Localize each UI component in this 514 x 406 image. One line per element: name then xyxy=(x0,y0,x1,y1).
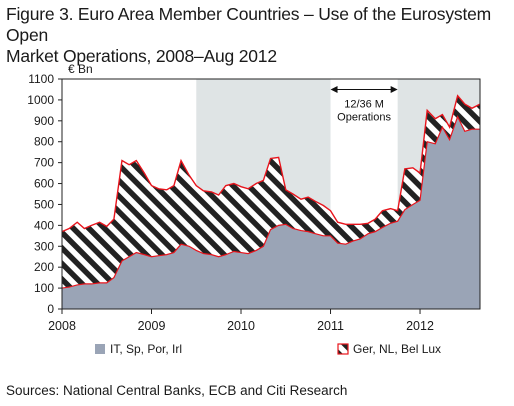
y-tick-label-1100: 1100 xyxy=(28,72,54,86)
x-tick-label-2010: 2010 xyxy=(227,319,255,333)
y-tick-label-100: 100 xyxy=(34,281,54,295)
area-chart: 0 100 200 300 400 500 600 700 800 900 1000 1100 € Bn… xyxy=(27,62,481,356)
annotation-arrow-right-head xyxy=(390,85,398,93)
series-boundary-line xyxy=(61,115,480,289)
y-tick-label-300: 300 xyxy=(34,239,54,253)
x-tick-label-2011: 2011 xyxy=(317,319,344,333)
y-tick-label-900: 900 xyxy=(34,114,54,128)
y-axis-label: € Bn xyxy=(68,62,93,76)
annotation-text-line-2: Operations xyxy=(337,111,391,123)
y-tick-label-800: 800 xyxy=(34,135,54,149)
y-tick-label-700: 700 xyxy=(34,156,54,170)
legend-swatch-ger-nl-bel-lux xyxy=(337,343,349,355)
plot-area: 0 100 200 300 400 500 600 700 800 900 1000 1100 € Bn… xyxy=(27,62,481,356)
series-it-sp-por-irl-area xyxy=(62,116,480,310)
y-tick-label-500: 500 xyxy=(34,197,54,211)
figure-title-line-2: Market Operations, 2008–Aug 2012 xyxy=(6,46,277,66)
annotation-text-line-1: 12/36 M xyxy=(344,98,384,110)
figure-title: Figure 3. Euro Area Member Countries – U… xyxy=(6,4,511,67)
x-tick-label-2009: 2009 xyxy=(138,319,166,333)
y-tick-label-600: 600 xyxy=(34,177,54,191)
y-tick-label-200: 200 xyxy=(34,260,54,274)
figure-title-line-1: Figure 3. Euro Area Member Countries – U… xyxy=(6,4,492,45)
y-tick-label-0: 0 xyxy=(47,302,54,316)
series-ger-nl-bel-lux-area xyxy=(62,95,480,289)
legend-label-ger-nl-bel-lux: Ger, NL, Bel Lux xyxy=(353,342,441,356)
y-tick-label-400: 400 xyxy=(34,218,54,232)
y-tick-label-1000: 1000 xyxy=(27,93,54,107)
plot-frame xyxy=(61,78,481,310)
x-tick-label-2012: 2012 xyxy=(406,319,434,333)
x-tick-label-2008: 2008 xyxy=(48,319,76,333)
source-note: Sources: National Central Banks, ECB and… xyxy=(6,383,348,398)
legend-swatch-it-sp-por-irl xyxy=(95,344,105,354)
legend-label-it-sp-por-irl: IT, Sp, Por, Irl xyxy=(110,342,182,356)
series-ger-nl-bel-lux-top-line xyxy=(61,94,481,233)
annotation-arrow-left-head xyxy=(330,85,338,93)
